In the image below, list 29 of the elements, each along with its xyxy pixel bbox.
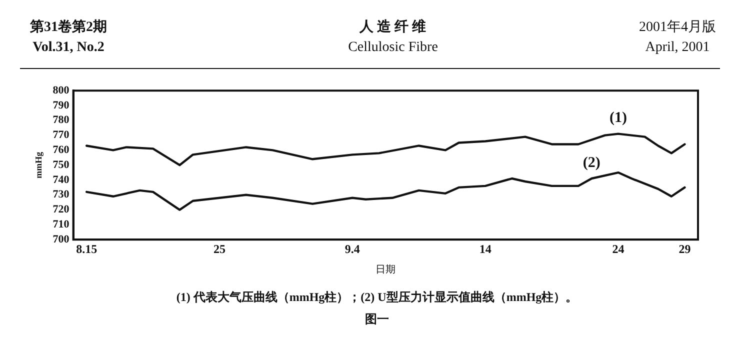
text: 图一 <box>364 311 390 328</box>
series-label: (2) <box>582 154 600 171</box>
y-tick-label: 770 <box>52 129 70 142</box>
text: Cellulosic Fibre <box>348 39 438 57</box>
y-tick-label: 750 <box>52 158 70 171</box>
series-label: (1) <box>610 110 627 126</box>
text: 第31卷第2期 <box>30 18 107 37</box>
x-tick-label: 14 <box>479 242 492 256</box>
x-tick-label: 9.4 <box>344 242 360 256</box>
y-tick-label: 760 <box>52 144 70 156</box>
x-axis-title: 日期 <box>376 264 396 276</box>
y-tick-label: 720 <box>52 204 70 216</box>
x-tick-label: 24 <box>612 242 624 256</box>
text: Vol.31, No.2 <box>32 39 106 57</box>
text: 2001年4月版 <box>638 18 716 37</box>
x-tick-label: 25 <box>214 242 226 256</box>
text: (1) 代表大气压曲线（mmHg柱）；(2) U型压力计显示值曲线（mmHg柱）。 <box>175 289 579 306</box>
y-tick-label: 790 <box>52 99 70 112</box>
y-tick-label: 740 <box>52 174 70 186</box>
y-tick-label: 730 <box>52 188 70 201</box>
y-tick-label: 710 <box>52 218 70 231</box>
y-tick-label: 800 <box>52 84 70 96</box>
text: 人 造 纤 维 <box>358 18 428 37</box>
y-tick-label: 780 <box>52 114 70 126</box>
y-tick-label: 700 <box>52 233 70 246</box>
text: April, 2001 <box>644 39 711 57</box>
y-axis-title: mmHg <box>34 151 44 178</box>
x-tick-label: 8.15 <box>76 242 98 256</box>
x-tick-label: 29 <box>678 242 691 256</box>
